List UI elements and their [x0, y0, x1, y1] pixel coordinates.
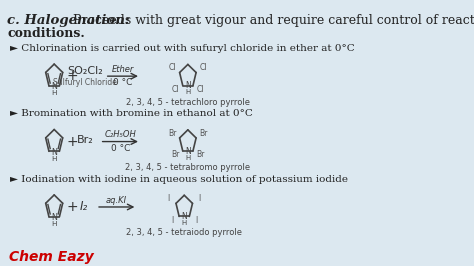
Text: Cl: Cl [200, 63, 207, 72]
Text: I: I [168, 194, 170, 203]
Text: N: N [185, 81, 191, 90]
Text: N: N [182, 212, 187, 221]
Text: H: H [52, 156, 57, 162]
Text: conditions.: conditions. [7, 27, 85, 40]
Text: C₂H₅OH: C₂H₅OH [104, 130, 136, 139]
Text: 0 °C: 0 °C [113, 78, 133, 88]
Text: Proceeds with great vigour and require careful control of reaction: Proceeds with great vigour and require c… [69, 14, 474, 27]
Text: Cl: Cl [196, 85, 204, 94]
Text: Cl: Cl [172, 85, 179, 94]
Text: Br₂: Br₂ [77, 135, 94, 145]
Text: H: H [182, 220, 187, 226]
Text: N: N [51, 82, 57, 91]
Text: +: + [66, 69, 78, 83]
Text: SO₂Cl₂: SO₂Cl₂ [67, 66, 103, 76]
Text: H: H [185, 89, 191, 95]
Text: 2, 3, 4, 5 - tetrabromo pyrrole: 2, 3, 4, 5 - tetrabromo pyrrole [125, 163, 250, 172]
Text: I: I [195, 216, 198, 225]
Text: Cl: Cl [169, 63, 176, 72]
Text: c. Halogenation:: c. Halogenation: [7, 14, 130, 27]
Text: 2, 3, 4, 5 - tetraiodo pyrrole: 2, 3, 4, 5 - tetraiodo pyrrole [126, 228, 242, 238]
Text: N: N [51, 148, 57, 157]
Text: I₂: I₂ [80, 201, 88, 214]
Text: Br: Br [196, 151, 204, 159]
Text: Br: Br [168, 128, 177, 138]
Text: H: H [52, 90, 57, 96]
Text: ► Chlorination is carried out with sufuryl chloride in ether at 0°C: ► Chlorination is carried out with sufur… [10, 44, 355, 53]
Text: +: + [66, 135, 78, 149]
Text: N: N [51, 213, 57, 222]
Text: I: I [171, 216, 173, 225]
Text: Br: Br [171, 151, 180, 159]
Text: ► Iodination with iodine in aqueous solution of potassium iodide: ► Iodination with iodine in aqueous solu… [10, 175, 348, 184]
Text: +: + [66, 200, 78, 214]
Text: 0 °C: 0 °C [110, 144, 130, 153]
Text: H: H [185, 155, 191, 161]
Text: N: N [185, 147, 191, 156]
Text: ► Bromination with bromine in ethanol at 0°C: ► Bromination with bromine in ethanol at… [10, 109, 253, 118]
Text: Chem Eazy: Chem Eazy [9, 250, 93, 264]
Text: 2, 3, 4, 5 - tetrachloro pyrrole: 2, 3, 4, 5 - tetrachloro pyrrole [126, 98, 250, 107]
Text: Br: Br [199, 128, 208, 138]
Text: aq.KI: aq.KI [106, 196, 127, 205]
Text: I: I [199, 194, 201, 203]
Text: Ether: Ether [112, 65, 134, 74]
Text: H: H [52, 221, 57, 227]
Text: Sulfuryl Chloride: Sulfuryl Chloride [53, 77, 117, 86]
